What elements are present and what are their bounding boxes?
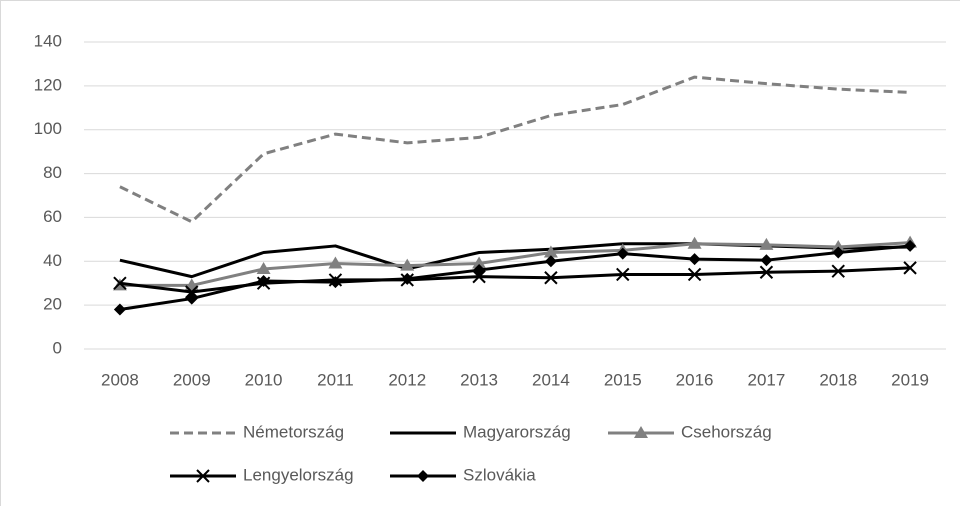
marker	[616, 267, 630, 282]
y-tick-label: 60	[43, 207, 62, 226]
marker	[616, 247, 629, 260]
y-tick-label: 40	[43, 251, 62, 270]
marker	[400, 258, 415, 271]
x-tick-label: 2009	[173, 370, 211, 389]
marker	[257, 275, 270, 288]
marker	[687, 267, 702, 282]
x-tick-label: 2013	[460, 370, 498, 389]
marker	[687, 236, 702, 249]
legend-label: Lengyelország	[243, 465, 354, 484]
y-tick-label: 120	[34, 75, 62, 94]
legend-label: Szlovákia	[463, 465, 536, 484]
marker	[759, 237, 774, 250]
legend-label: Csehország	[681, 422, 772, 441]
y-tick-label: 0	[53, 338, 62, 357]
marker	[903, 261, 917, 275]
x-tick-label: 2012	[388, 370, 426, 389]
marker	[543, 245, 558, 258]
marker	[185, 285, 199, 299]
marker	[759, 265, 774, 279]
marker	[832, 246, 845, 259]
marker	[688, 253, 701, 266]
marker	[760, 254, 773, 267]
legend-marker	[634, 426, 648, 438]
series-line	[119, 75, 911, 224]
y-tick-label: 80	[43, 163, 62, 182]
y-tick-label: 140	[34, 31, 62, 50]
y-tick-label: 20	[43, 295, 62, 314]
marker	[256, 261, 271, 274]
marker	[831, 264, 845, 278]
x-tick-label: 2008	[101, 370, 139, 389]
x-tick-label: 2010	[245, 370, 283, 389]
x-tick-label: 2019	[891, 370, 929, 389]
marker	[328, 256, 343, 269]
marker	[113, 303, 126, 316]
series-line	[119, 241, 911, 287]
series-line	[119, 244, 911, 312]
legend-marker	[196, 469, 210, 483]
legend-marker	[417, 470, 429, 482]
x-tick-label: 2018	[819, 370, 857, 389]
marker	[185, 292, 198, 305]
marker	[544, 271, 558, 285]
marker	[113, 276, 127, 290]
x-tick-label: 2014	[532, 370, 570, 389]
marker	[472, 256, 487, 269]
marker	[329, 276, 342, 289]
marker	[544, 255, 557, 268]
marker	[831, 240, 846, 253]
marker	[401, 272, 414, 285]
legend-label: Németország	[243, 422, 344, 441]
marker	[472, 269, 486, 284]
marker	[473, 264, 486, 277]
legend-label: Magyarország	[463, 422, 571, 441]
x-tick-label: 2015	[604, 370, 642, 389]
y-tick-label: 100	[34, 119, 62, 138]
x-tick-label: 2016	[676, 370, 714, 389]
x-tick-label: 2011	[317, 370, 354, 389]
marker	[904, 239, 917, 252]
x-tick-label: 2017	[748, 370, 786, 389]
